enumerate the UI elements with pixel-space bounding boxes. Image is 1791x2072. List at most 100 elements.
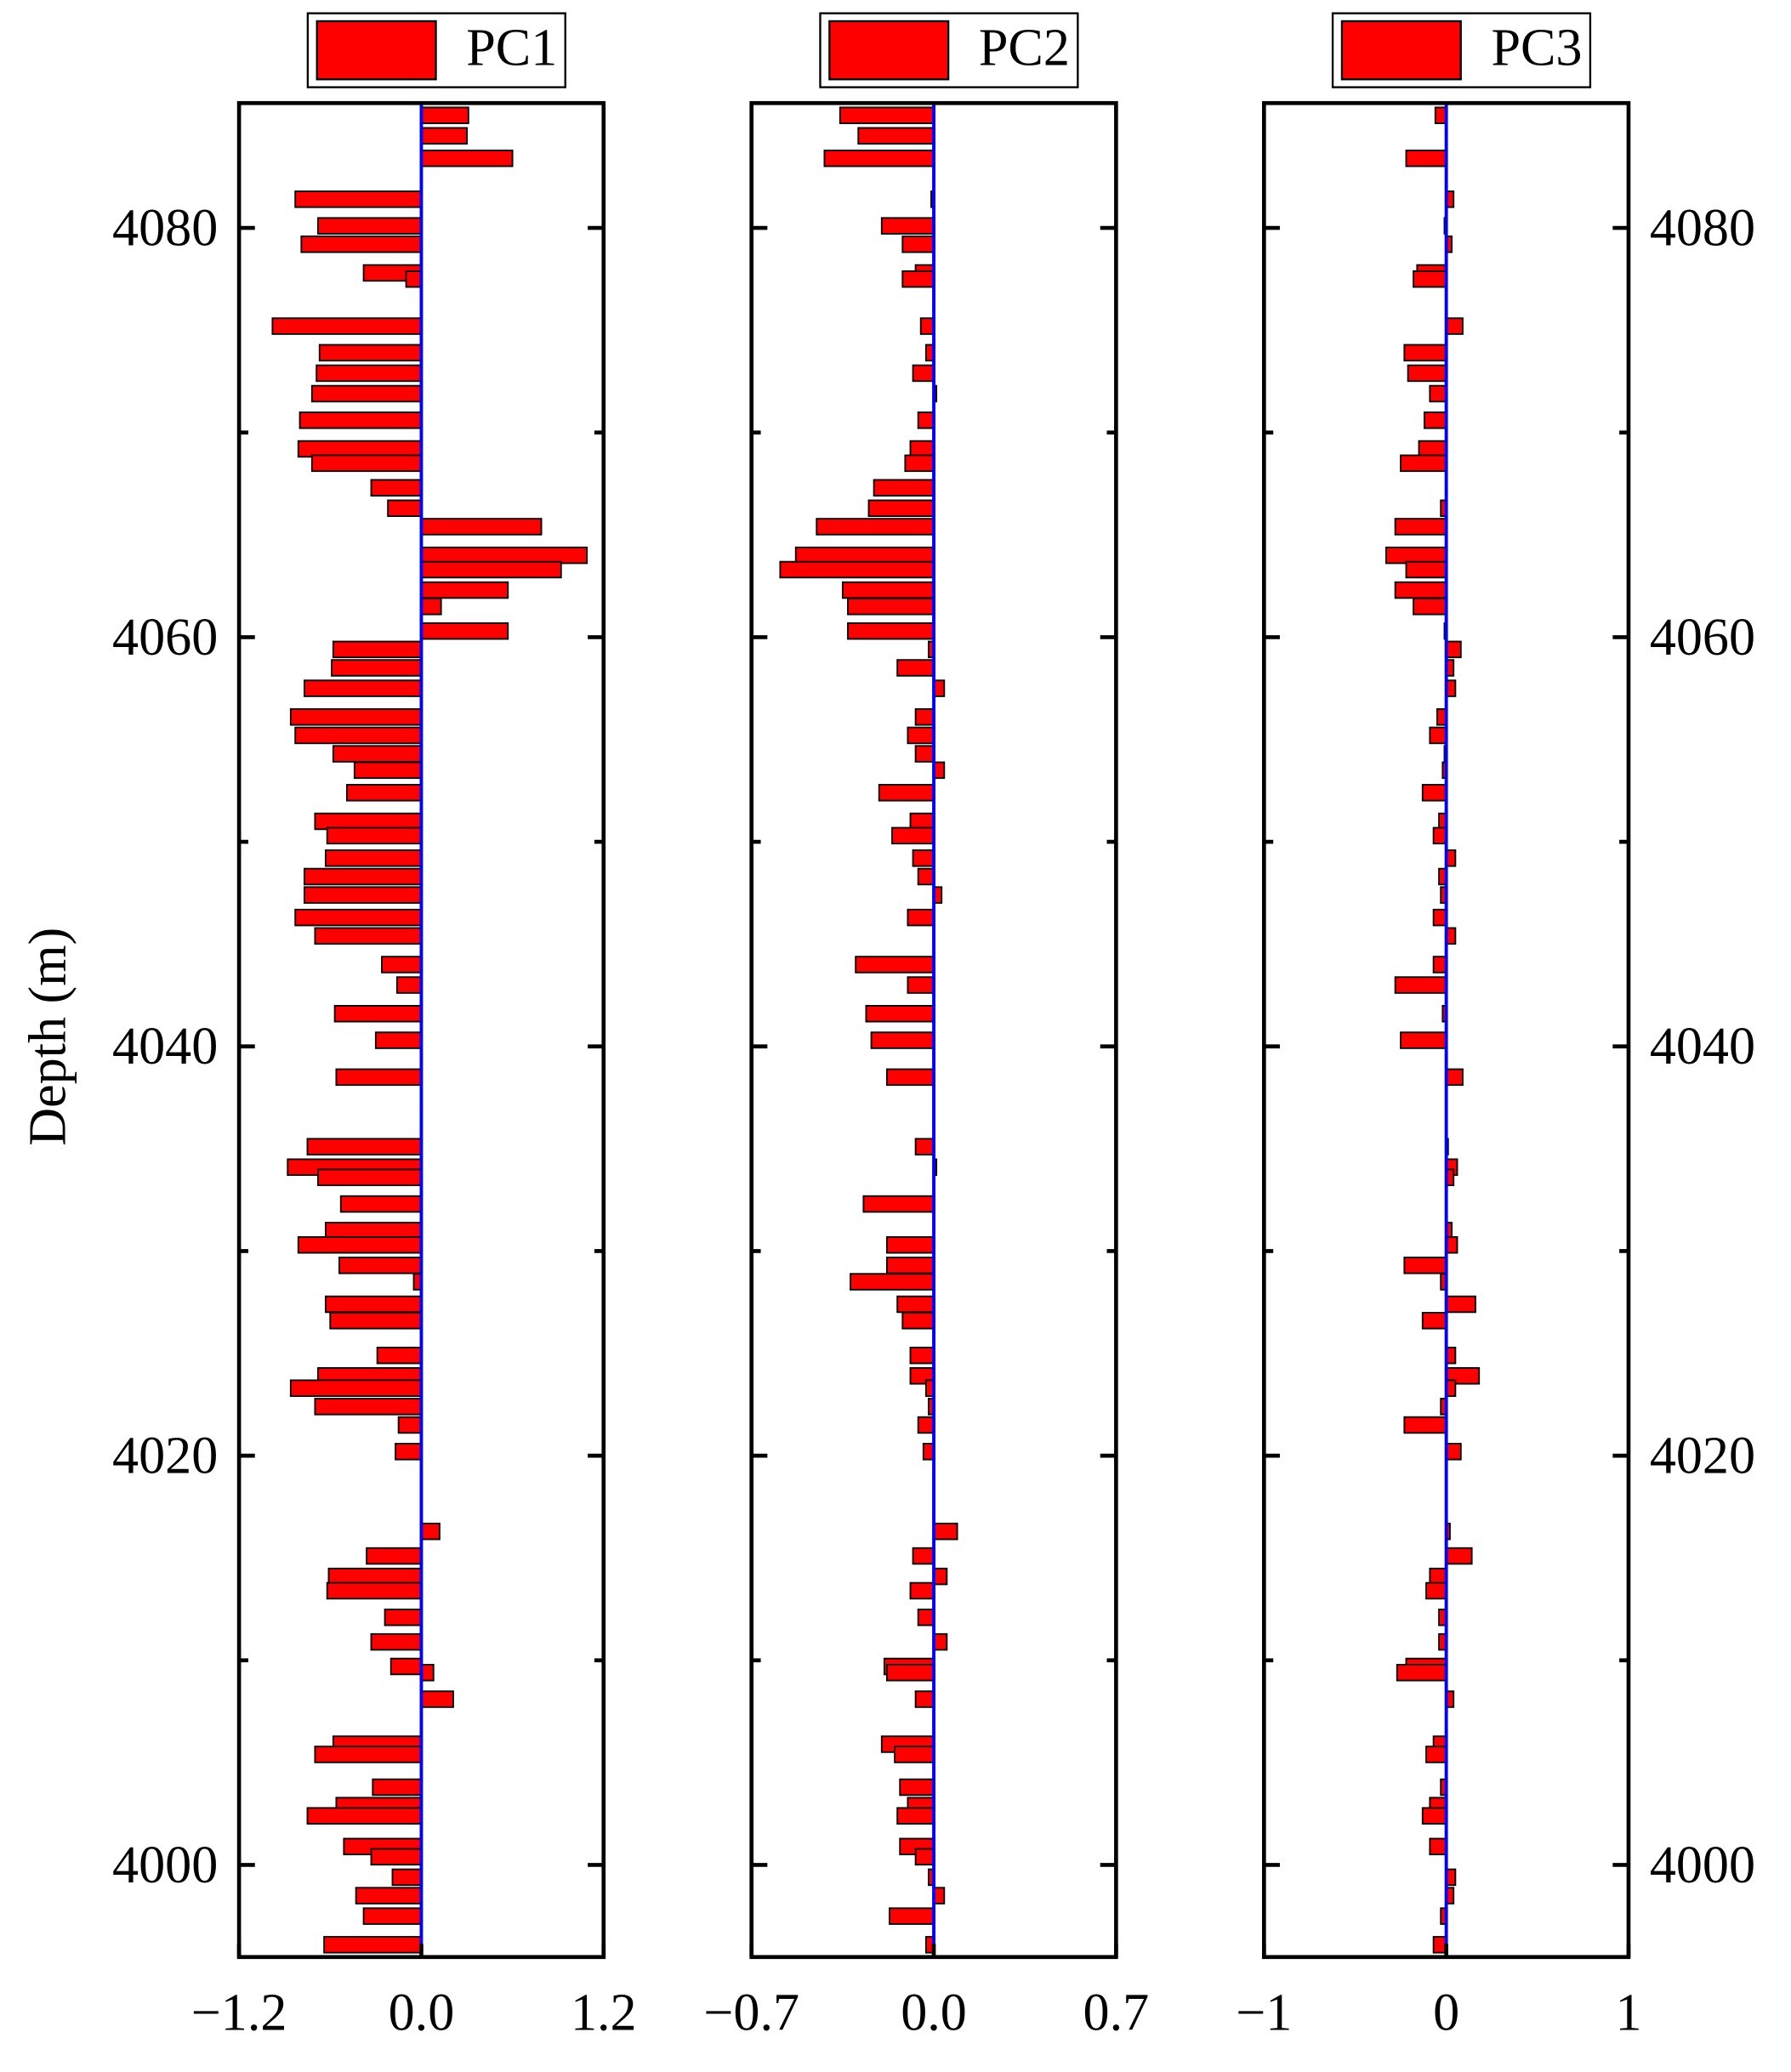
bar [387, 499, 423, 518]
bar [1421, 784, 1447, 802]
bar [370, 1848, 423, 1866]
legend-swatch [828, 20, 950, 81]
bar [420, 546, 588, 565]
legend-swatch [316, 20, 437, 81]
bar [1405, 149, 1447, 167]
y-tick-label: 4080 [112, 200, 218, 258]
bar [331, 659, 423, 677]
bar [909, 1581, 935, 1600]
bar [1400, 454, 1447, 473]
bar [909, 440, 935, 458]
bar [865, 1005, 935, 1023]
bar [326, 826, 423, 845]
bar [1423, 412, 1447, 429]
bar [855, 956, 935, 974]
bar [1445, 1547, 1473, 1565]
bar [862, 1195, 935, 1213]
bar [314, 1398, 423, 1416]
bar [303, 679, 423, 697]
bar [839, 106, 935, 124]
legend-label: PC1 [466, 19, 557, 77]
bar [1403, 1416, 1447, 1434]
bar [907, 726, 935, 745]
bar [1403, 343, 1447, 362]
bar [1429, 1567, 1447, 1586]
bar [327, 1567, 423, 1586]
bar [847, 622, 935, 640]
bar [420, 560, 562, 579]
y-tick-label: 4040 [1650, 1018, 1755, 1076]
bar [300, 236, 423, 253]
y-tick-label: 4000 [1650, 1836, 1755, 1894]
bar [878, 784, 935, 802]
bar [779, 560, 935, 579]
bar [420, 518, 543, 536]
bar [420, 149, 514, 167]
bar [885, 1257, 935, 1274]
bar [376, 1346, 423, 1365]
bar [907, 908, 935, 927]
y-tick-label: 4080 [1650, 200, 1755, 258]
bar [314, 812, 423, 831]
bar [310, 384, 423, 403]
bar [1445, 640, 1462, 659]
bar [901, 236, 935, 253]
bar [381, 956, 423, 974]
bar [914, 1848, 935, 1866]
bar [794, 546, 935, 565]
bar [289, 708, 423, 726]
y-tick-label: 4040 [112, 1018, 218, 1076]
bar [338, 1257, 423, 1274]
bar [1432, 826, 1447, 845]
bar [885, 1235, 935, 1254]
bar [420, 1663, 435, 1682]
bar [332, 745, 423, 763]
bar [420, 1690, 454, 1708]
bar [303, 886, 423, 904]
bar [324, 849, 423, 867]
x-tick-label: 0.7 [1083, 1984, 1150, 2041]
bar [355, 1887, 423, 1905]
bar [297, 1235, 423, 1254]
bar [389, 1657, 423, 1676]
bar [912, 849, 935, 867]
bar [324, 1295, 423, 1314]
bar [912, 1547, 935, 1565]
bar [420, 127, 468, 145]
x-tick-label: 1.2 [571, 1984, 637, 2041]
bar [1413, 270, 1447, 288]
bar [420, 622, 509, 640]
bar [889, 1907, 935, 1925]
bar [885, 1068, 935, 1087]
bar [323, 1936, 423, 1954]
bar [901, 270, 935, 288]
bar [823, 149, 935, 167]
bar [901, 1312, 935, 1330]
bar [1403, 1257, 1447, 1274]
bar [1429, 384, 1447, 403]
bar [314, 927, 423, 945]
bar [891, 826, 935, 845]
y-tick-label: 4000 [112, 1836, 218, 1894]
bar [318, 343, 423, 362]
legend-label: PC3 [1491, 19, 1582, 77]
bar [1432, 956, 1447, 974]
bar [306, 1807, 423, 1825]
bar [370, 1632, 423, 1651]
bar [306, 1138, 423, 1155]
bar [904, 454, 935, 473]
bar [294, 726, 423, 745]
x-tick-label: 0.0 [389, 1984, 455, 2041]
legend-label: PC2 [979, 19, 1070, 77]
bar [298, 412, 423, 429]
bar [909, 1346, 935, 1365]
x-tick-label: −1 [1236, 1984, 1292, 2041]
bar [919, 317, 935, 335]
bar [1432, 908, 1447, 927]
bar [1421, 1312, 1447, 1330]
bar [896, 1295, 935, 1314]
y-tick-label: 4020 [1650, 1428, 1755, 1485]
bar [395, 1443, 423, 1461]
bar [914, 1138, 935, 1155]
